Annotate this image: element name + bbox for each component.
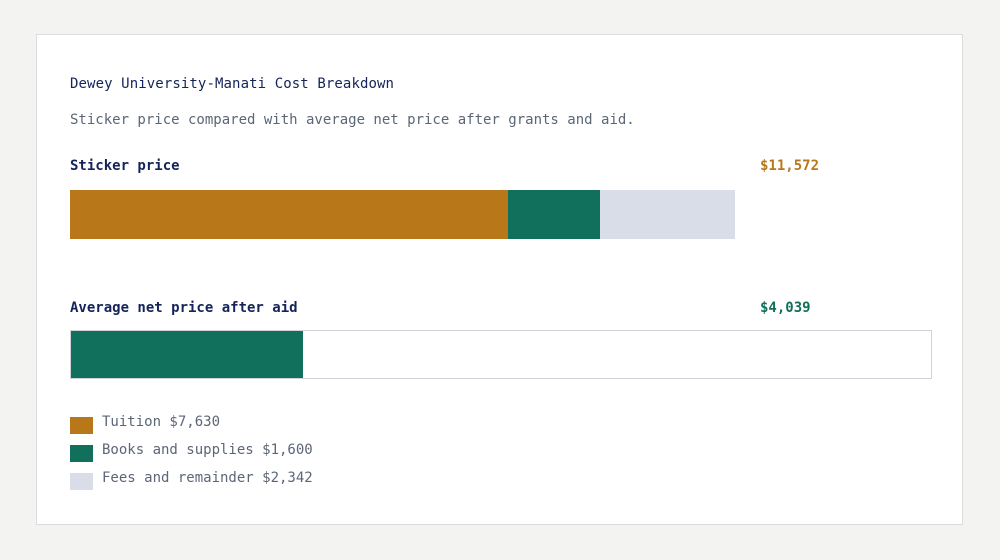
chart-card: Dewey University-Manati Cost Breakdown S… (36, 34, 963, 525)
legend-label-books: Books and supplies $1,600 (102, 442, 313, 458)
bar-segment-fees-and-remainder (600, 190, 735, 239)
legend-swatch-fees (70, 473, 93, 490)
bar-track-sticker-price (70, 190, 932, 239)
legend-label-fees: Fees and remainder $2,342 (102, 470, 313, 486)
row-label-net-price: Average net price after aid (70, 300, 298, 316)
chart-subtitle: Sticker price compared with average net … (70, 112, 635, 128)
row-label-sticker-price: Sticker price (70, 158, 180, 174)
legend-swatch-tuition (70, 417, 93, 434)
legend-label-tuition: Tuition $7,630 (102, 414, 221, 430)
bar-segment-average-net-price (71, 331, 303, 378)
legend-item-tuition: Tuition $7,630 (70, 414, 470, 434)
row-value-net-price: $4,039 (760, 300, 811, 316)
legend-item-fees: Fees and remainder $2,342 (70, 470, 470, 490)
row-value-sticker-price: $11,572 (760, 158, 820, 174)
bar-track-net-price (70, 330, 932, 379)
legend-swatch-books (70, 445, 93, 462)
bar-segment-tuition (70, 190, 509, 239)
chart-title: Dewey University-Manati Cost Breakdown (70, 76, 395, 92)
legend-item-books: Books and supplies $1,600 (70, 442, 470, 462)
bar-segment-books-and-supplies (508, 190, 601, 239)
